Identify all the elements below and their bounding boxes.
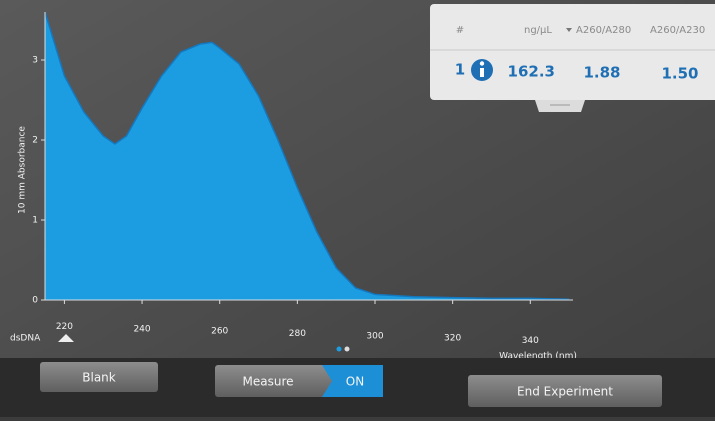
x-tick-label: 320	[444, 334, 461, 344]
measure-toggle[interactable]: Measure ON	[215, 365, 383, 397]
x-tick-label: 300	[366, 331, 383, 341]
end-experiment-button[interactable]: End Experiment	[468, 375, 662, 407]
button-label: Measure	[243, 375, 294, 389]
page-dot[interactable]	[345, 347, 350, 352]
column-header: A260/A230	[650, 25, 705, 36]
y-tick-label: 0	[32, 296, 38, 306]
ratio-280: 1.88	[583, 64, 620, 82]
sample-type: dsDNA	[10, 334, 41, 344]
blank-button[interactable]: Blank	[40, 362, 158, 392]
x-tick-label: 280	[289, 329, 306, 339]
column-header: A260/A280	[576, 25, 631, 36]
button-label: End Experiment	[517, 385, 613, 399]
ratio-230: 1.50	[661, 65, 698, 83]
page-dot[interactable]	[337, 347, 342, 352]
x-tick-label: 220	[56, 322, 73, 332]
screen: 0 1 2 3 220 240 260 280 300 320 340 10 mm Absorban…	[0, 0, 715, 417]
column-header: #	[456, 25, 464, 36]
button-label: Blank	[82, 371, 116, 385]
panel-handle[interactable]	[535, 100, 585, 112]
toggle-state: ON	[346, 375, 364, 389]
y-tick-label: 2	[32, 136, 38, 146]
results-panel: # ng/µL A260/A280 A260/A230 1 162.3 1.88…	[430, 4, 715, 100]
row-index: 1	[455, 61, 465, 79]
x-tick-label: 240	[133, 324, 150, 334]
page: {"chart_data": {"type": "area", "y_label…	[0, 0, 715, 417]
info-icon[interactable]	[471, 59, 493, 81]
x-tick-label: 260	[211, 327, 228, 337]
y-tick-label: 1	[32, 216, 38, 226]
x-tick-label: 340	[522, 336, 539, 346]
column-header: ng/µL	[524, 25, 552, 36]
y-axis-label: 10 mm Absorbance	[18, 126, 28, 214]
y-tick-label: 3	[32, 56, 38, 66]
concentration: 162.3	[508, 63, 555, 81]
body: 0 1 2 3 220 240 260 280 300 320 340 10 mm Absorban…	[0, 0, 715, 417]
panel-bg	[430, 4, 715, 100]
